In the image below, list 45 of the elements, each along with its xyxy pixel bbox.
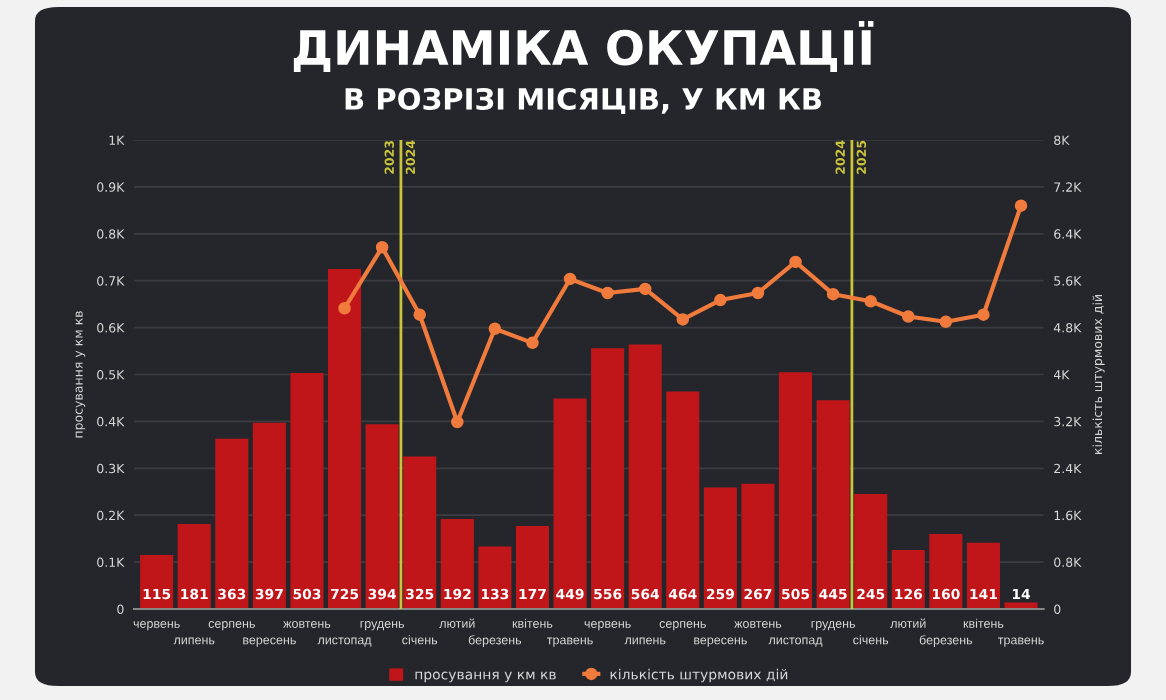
point — [676, 313, 690, 326]
point — [413, 308, 426, 321]
point — [338, 302, 351, 315]
point — [714, 293, 727, 307]
point — [563, 272, 577, 286]
point — [864, 294, 877, 308]
bar — [553, 398, 587, 609]
point — [488, 322, 502, 336]
point — [751, 286, 765, 300]
point — [977, 308, 990, 321]
bar — [365, 424, 399, 609]
point — [601, 286, 614, 300]
bar — [591, 348, 625, 609]
bar — [929, 533, 963, 609]
bar — [403, 456, 437, 609]
point — [789, 255, 802, 269]
chart-subtitle: В РОЗРІЗІ МІСЯЦІВ, У КМ КВ — [345, 87, 821, 115]
bar — [628, 344, 662, 609]
bar — [778, 372, 813, 609]
bar — [177, 524, 211, 609]
bar — [1004, 602, 1038, 609]
bar — [741, 483, 775, 609]
bar — [215, 438, 249, 609]
point — [902, 310, 915, 323]
bar — [891, 549, 925, 609]
point — [939, 315, 953, 328]
point — [826, 287, 840, 301]
bar — [515, 525, 549, 609]
bar — [703, 487, 737, 609]
point — [638, 282, 652, 296]
bar — [478, 546, 512, 609]
chart-title: ДИНАМІКА ОКУПАЦІЇ — [293, 21, 874, 73]
bar — [816, 400, 850, 609]
bar — [666, 391, 700, 609]
point — [375, 241, 389, 254]
bar — [290, 373, 324, 609]
bar — [252, 422, 286, 609]
bar — [328, 268, 362, 609]
bar — [966, 542, 1000, 609]
bar — [440, 518, 474, 609]
point — [451, 415, 464, 429]
point — [526, 336, 539, 350]
point — [1014, 199, 1028, 212]
bar — [140, 555, 174, 609]
bar — [854, 494, 888, 609]
